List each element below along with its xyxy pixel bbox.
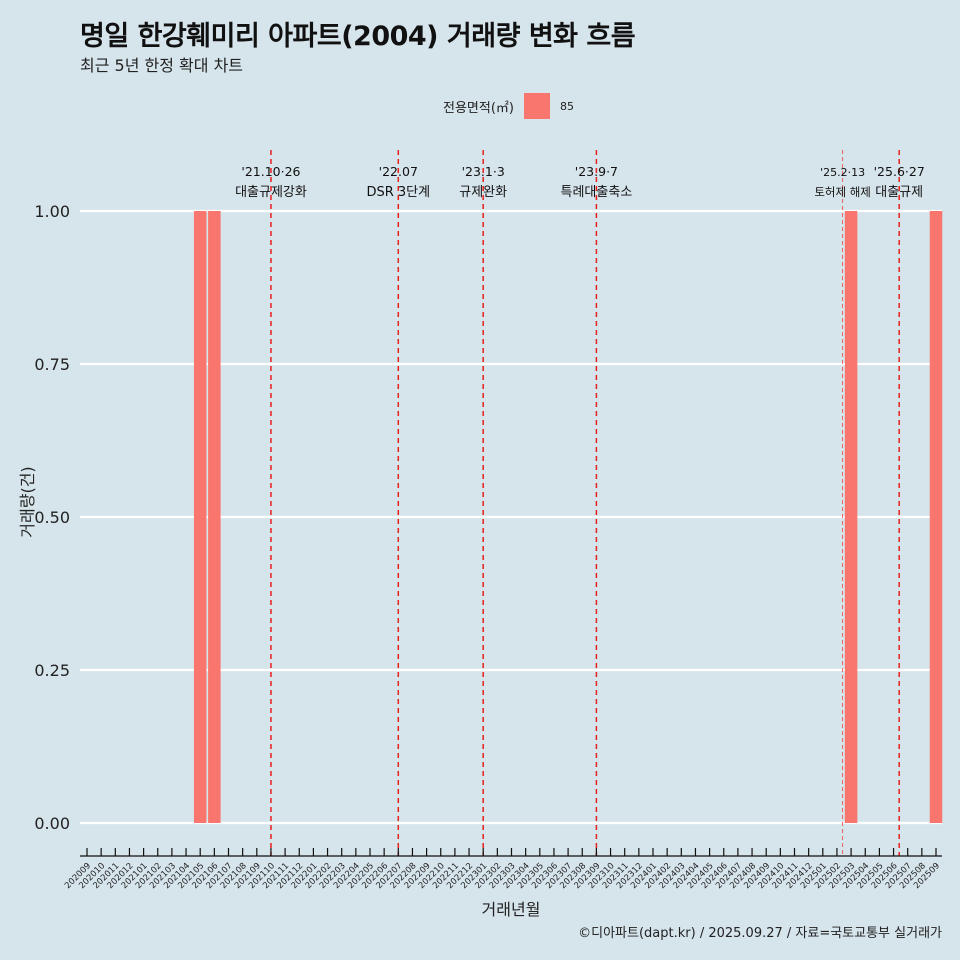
- event-date-label: '25.2·13: [820, 166, 865, 179]
- event-name-label: DSR 3단계: [366, 185, 430, 200]
- event-date-label: '25.6·27: [874, 164, 925, 179]
- source-caption: ©디아파트(dapt.kr) / 2025.09.27 / 자료=국토교통부 실…: [578, 926, 942, 941]
- bar: [929, 211, 943, 823]
- legend-label-85: 85: [559, 99, 574, 113]
- event-name-label: 대출규제강화: [235, 185, 307, 200]
- event-name-label: 특례대출축소: [561, 185, 633, 200]
- event-date-label: '22.07: [379, 164, 418, 179]
- y-tick-label: 0.25: [34, 661, 70, 680]
- legend: 전용면적(㎡) 85: [443, 93, 574, 119]
- y-axis-title: 거래량(건): [18, 466, 37, 537]
- chart-title: 명일 한강훼미리 아파트(2004) 거래량 변화 흐름: [80, 21, 636, 52]
- bar: [193, 211, 207, 823]
- bar: [844, 211, 858, 823]
- y-tick-label: 0.00: [34, 814, 70, 833]
- event-name-label: 규제완화: [459, 185, 507, 200]
- event-date-label: '23.1·3: [462, 164, 505, 179]
- chart-subtitle: 최근 5년 한정 확대 차트: [80, 56, 244, 75]
- y-tick-label: 0.50: [34, 508, 70, 527]
- legend-swatch-85: [523, 93, 550, 119]
- x-axis-title: 거래년월: [482, 900, 541, 919]
- event-date-label: '23.9·7: [575, 164, 618, 179]
- legend-title: 전용면적(㎡): [443, 100, 514, 116]
- bar: [208, 211, 221, 823]
- y-tick-label: 1.00: [34, 202, 70, 221]
- event-date-label: '21.10·26: [241, 164, 300, 179]
- y-tick-label: 0.75: [34, 355, 70, 374]
- event-name-label: 토허제 해제: [814, 185, 871, 199]
- event-name-label: 대출규제: [875, 185, 923, 200]
